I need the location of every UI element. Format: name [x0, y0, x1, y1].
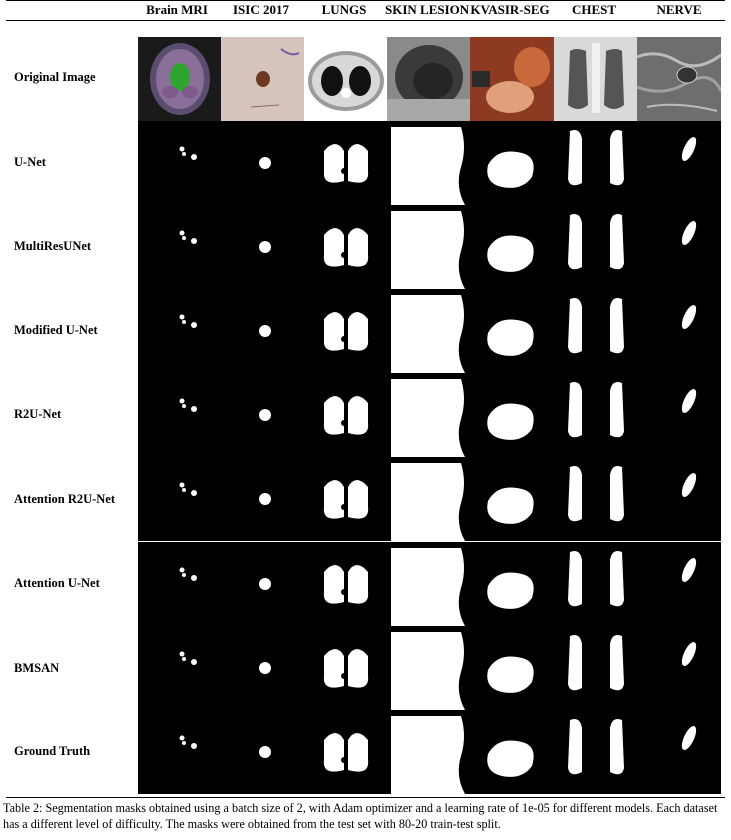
row-label-ground-truth: Ground Truth	[14, 744, 91, 758]
row-label-r2u-net: R2U-Net	[14, 407, 62, 421]
mask-ground-truth-kvasir-seg	[470, 710, 554, 794]
header-rule	[6, 20, 725, 21]
mask-r2u-net-brain-mri	[138, 373, 222, 457]
mask-multiresunet-kvasir-seg	[470, 205, 554, 289]
bottom-rule	[6, 797, 725, 798]
mask-attention-u-net-lungs	[304, 542, 388, 626]
mask-attention-u-net-nerve	[637, 542, 721, 626]
table-caption: Table 2: Segmentation masks obtained usi…	[3, 801, 718, 831]
mask-multiresunet-skin-lesion	[387, 205, 471, 289]
col-header-kvasir-seg: KVASIR-SEG	[470, 2, 550, 17]
mask-multiresunet-brain-mri	[138, 205, 222, 289]
mask-r2u-net-skin-lesion	[387, 373, 471, 457]
mask-bmsan-chest	[554, 626, 638, 710]
col-header-lungs: LUNGS	[321, 2, 367, 17]
mask-bmsan-kvasir-seg	[470, 626, 554, 710]
mask-bmsan-nerve	[637, 626, 721, 710]
mask-attention-r2u-net-skin-lesion	[387, 457, 471, 541]
mask-u-net-isic-2017	[221, 121, 305, 205]
mask-bmsan-brain-mri	[138, 626, 222, 710]
row-label-original-image: Original Image	[14, 70, 96, 84]
mask-attention-r2u-net-kvasir-seg	[470, 457, 554, 541]
mask-ground-truth-lungs	[304, 710, 388, 794]
original-isic-2017-image	[221, 37, 305, 121]
mask-modified-u-net-kvasir-seg	[470, 289, 554, 373]
mask-modified-u-net-isic-2017	[221, 289, 305, 373]
mask-modified-u-net-nerve	[637, 289, 721, 373]
mask-attention-r2u-net-chest	[554, 457, 638, 541]
mask-u-net-lungs	[304, 121, 388, 205]
mask-ground-truth-isic-2017	[221, 710, 305, 794]
mask-multiresunet-lungs	[304, 205, 388, 289]
row-label-bmsan: BMSAN	[14, 661, 60, 675]
mask-attention-r2u-net-lungs	[304, 457, 388, 541]
mask-attention-u-net-isic-2017	[221, 542, 305, 626]
col-header-chest: CHEST	[571, 2, 617, 17]
mask-r2u-net-lungs	[304, 373, 388, 457]
original-kvasir-seg-image	[470, 37, 554, 121]
mask-r2u-net-isic-2017	[221, 373, 305, 457]
mask-r2u-net-nerve	[637, 373, 721, 457]
mask-attention-u-net-brain-mri	[138, 542, 222, 626]
mask-multiresunet-isic-2017	[221, 205, 305, 289]
mask-attention-r2u-net-nerve	[637, 457, 721, 541]
original-chest-image	[554, 37, 638, 121]
row-label-attention-u-net: Attention U-Net	[14, 576, 100, 590]
mask-u-net-nerve	[637, 121, 721, 205]
original-nerve-image	[637, 37, 721, 121]
original-lungs-image	[304, 37, 388, 121]
mask-attention-u-net-skin-lesion	[387, 542, 471, 626]
mask-attention-r2u-net-isic-2017	[221, 457, 305, 541]
mask-u-net-chest	[554, 121, 638, 205]
mask-bmsan-skin-lesion	[387, 626, 471, 710]
mask-bmsan-isic-2017	[221, 626, 305, 710]
mask-modified-u-net-lungs	[304, 289, 388, 373]
mask-ground-truth-brain-mri	[138, 710, 222, 794]
mask-attention-u-net-chest	[554, 542, 638, 626]
col-header-skin-lesion: SKIN LESION	[385, 2, 470, 17]
mask-attention-u-net-kvasir-seg	[470, 542, 554, 626]
mask-u-net-brain-mri	[138, 121, 222, 205]
row-label-modified-u-net: Modified U-Net	[14, 323, 98, 337]
mask-bmsan-lungs	[304, 626, 388, 710]
mask-multiresunet-chest	[554, 205, 638, 289]
col-header-brain-mri: Brain MRI	[146, 2, 208, 17]
mask-r2u-net-kvasir-seg	[470, 373, 554, 457]
mask-modified-u-net-skin-lesion	[387, 289, 471, 373]
mask-modified-u-net-brain-mri	[138, 289, 222, 373]
mask-ground-truth-chest	[554, 710, 638, 794]
mask-ground-truth-skin-lesion	[387, 710, 471, 794]
row-label-u-net: U-Net	[14, 155, 46, 169]
mask-multiresunet-nerve	[637, 205, 721, 289]
original-brain-mri-image	[138, 37, 222, 121]
row-label-multiresunet: MultiResUNet	[14, 239, 92, 253]
top-rule	[6, 0, 725, 1]
col-header-nerve: NERVE	[656, 2, 702, 17]
row-label-attention-r2u-net: Attention R2U-Net	[14, 492, 116, 506]
mask-ground-truth-nerve	[637, 710, 721, 794]
mask-modified-u-net-chest	[554, 289, 638, 373]
col-header-isic-2017: ISIC 2017	[233, 2, 289, 17]
mask-r2u-net-chest	[554, 373, 638, 457]
original-skin-lesion-image	[387, 37, 471, 121]
mask-u-net-skin-lesion	[387, 121, 471, 205]
mask-attention-r2u-net-brain-mri	[138, 457, 222, 541]
mask-u-net-kvasir-seg	[470, 121, 554, 205]
